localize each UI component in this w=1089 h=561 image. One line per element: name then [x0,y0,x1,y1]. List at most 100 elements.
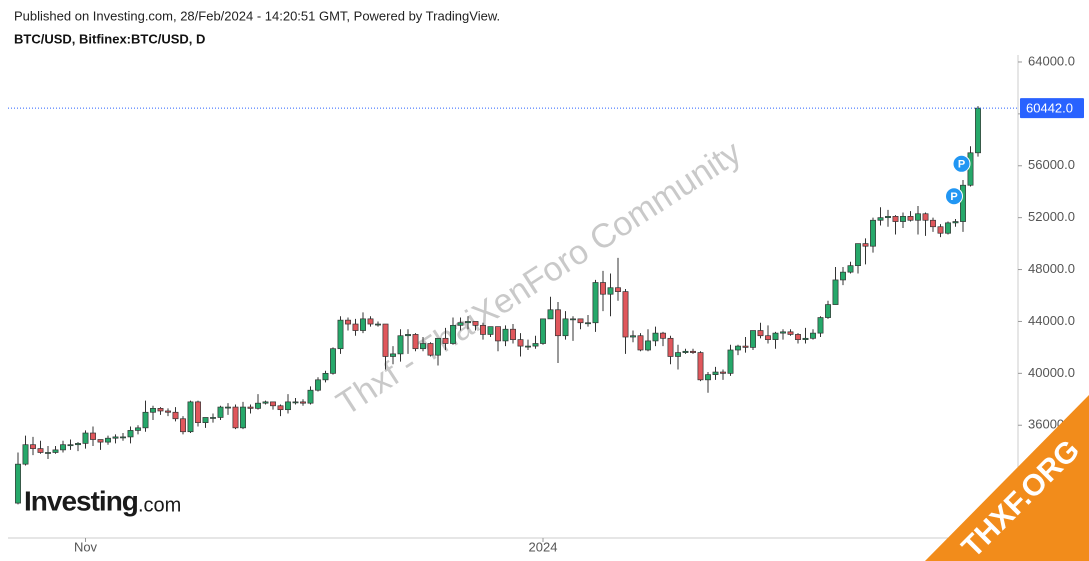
candle-body [622,291,629,338]
candle-body [45,452,51,454]
candle-body [75,443,81,446]
candle-body [337,319,344,350]
y-tick-label: 56000.0 [1028,157,1075,172]
candle-body [285,401,291,411]
candle-body [592,282,599,324]
logo-name: Investing [24,485,138,516]
candle-body [405,334,411,337]
candle-body [862,243,869,247]
candle-body [367,318,374,325]
candle-body [525,345,531,348]
candle-body [735,345,741,351]
candle-body [255,402,261,409]
candle-body [607,287,614,295]
candle-body [907,216,914,221]
candle-body [150,408,156,413]
y-tick-label: 40000.0 [1028,365,1075,380]
candle-body [105,437,111,443]
candle-body [630,335,636,338]
candle-body [682,350,689,353]
candle-body [795,334,801,340]
candle-body [517,339,524,347]
event-marker [952,154,971,173]
candle-body [82,432,89,444]
candle-body [577,318,584,324]
candle-body [322,372,329,381]
candle-body [210,417,216,419]
candle-body [930,219,936,228]
candle-body [562,318,569,337]
candle-body [780,331,786,334]
candle-body [397,335,404,355]
candle-body [787,331,794,335]
publish-note: Published on Investing.com, 28/Feb/2024 … [14,8,500,23]
candle-body [315,379,321,391]
plot-area: 28000.032000.036000.040000.044000.048000… [8,53,1084,554]
x-tick-label: Nov [74,539,98,554]
candle-body [202,417,209,423]
candle-body [832,279,839,305]
candle-body [637,335,644,351]
candle-body [60,444,66,451]
candle-body [667,337,674,357]
candle-body [225,406,231,409]
candle-body [457,322,464,326]
candle-body [330,348,336,374]
candle-body [975,107,981,154]
candle-body [487,326,494,335]
candle-body [375,323,381,326]
candle-body [262,401,269,404]
candle-body [345,319,351,325]
candle-body [922,213,929,221]
candle-body [187,401,194,433]
candle-body [307,389,314,404]
event-marker [945,187,963,206]
y-tick-label: 48000.0 [1028,261,1075,276]
candle-body [390,353,396,357]
candle-body [772,332,779,340]
candle-body [847,265,854,273]
candle-body [697,352,704,381]
logo-suffix: .com [138,494,181,516]
candle-body [135,427,141,431]
candle-body [585,322,591,325]
candle-body [652,332,659,342]
candle-body [765,335,771,340]
candle-body [442,337,449,344]
last-price-label: 60442.0 [1026,101,1073,116]
candle-body [817,317,824,334]
candle-body [690,350,696,353]
candle-body [420,343,426,350]
candle-body [615,287,621,292]
candle-body [270,401,276,407]
candle-body [705,374,711,381]
candle-body [15,463,21,504]
candle-body [300,401,306,404]
candle-body [292,401,299,404]
candle-body [495,326,501,342]
candle-body [37,448,44,453]
candle-body [52,449,59,453]
candle-body [97,439,104,443]
y-tick-label: 64000.0 [1028,53,1075,68]
candle-body [240,406,246,429]
candle-body [247,406,254,409]
candle-body [67,444,74,447]
candle-body [30,444,36,449]
candle-body [157,408,164,412]
event-marker-label: P [958,159,965,171]
candle-body [450,324,456,344]
candle-body [435,337,441,356]
candle-body [870,219,876,247]
candle-body [660,332,666,339]
y-tick-label: 52000.0 [1028,209,1075,224]
candle-body [382,323,389,357]
watermark: Thxf - ThaiXenForo Community [330,133,748,423]
candle-body [480,324,486,335]
candle-body [180,418,186,433]
candle-body [142,411,149,429]
candle-body [900,216,906,222]
candle-body [547,309,554,320]
